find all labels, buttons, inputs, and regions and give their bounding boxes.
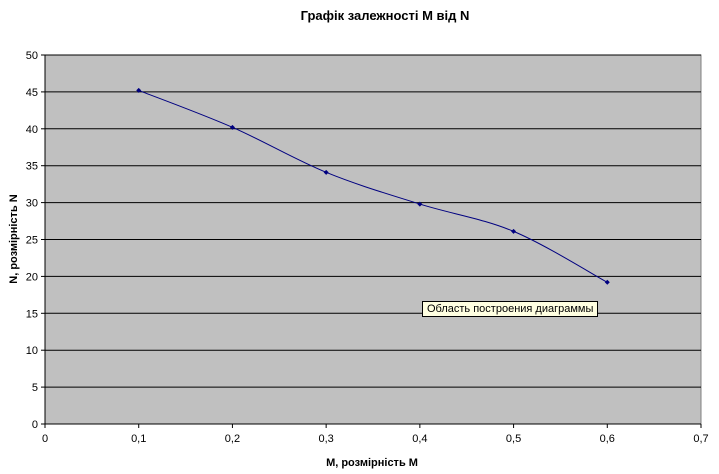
chart-title: Графік залежності М від N bbox=[301, 8, 470, 23]
data-point[interactable] bbox=[323, 169, 329, 175]
data-point[interactable] bbox=[604, 279, 610, 285]
x-axis-label: M, розмірність M bbox=[326, 457, 418, 469]
x-tick-label: 0,5 bbox=[506, 433, 521, 445]
series-line bbox=[138, 89, 608, 283]
data-point[interactable] bbox=[136, 87, 142, 93]
y-tick-label: 50 bbox=[26, 50, 38, 62]
y-tick-label: 30 bbox=[26, 198, 38, 210]
x-tick-label: 0 bbox=[42, 433, 48, 445]
x-tick-label: 0,2 bbox=[225, 433, 240, 445]
y-tick-label: 40 bbox=[26, 124, 38, 136]
y-tick-label: 45 bbox=[26, 87, 38, 99]
x-tick-label: 0,4 bbox=[412, 433, 427, 445]
x-tick-label: 0,7 bbox=[693, 433, 708, 445]
y-tick-label: 10 bbox=[26, 345, 38, 357]
y-tick-label: 5 bbox=[32, 382, 38, 394]
data-point[interactable] bbox=[229, 124, 235, 130]
y-tick-label: 35 bbox=[26, 161, 38, 173]
grid-lines bbox=[45, 54, 701, 388]
data-point[interactable] bbox=[417, 201, 423, 207]
x-axis-ticks: 0 0,1 0,2 0,3 0,4 0,5 0,6 0,7 bbox=[42, 424, 709, 445]
y-tick-label: 20 bbox=[26, 271, 38, 283]
y-tick-label: 25 bbox=[26, 235, 38, 247]
data-point[interactable] bbox=[511, 228, 517, 234]
y-axis-label: N, розмірність N bbox=[8, 194, 20, 283]
x-tick-label: 0,6 bbox=[600, 433, 615, 445]
y-axis-ticks: 0 5 10 15 20 25 30 35 40 45 50 bbox=[26, 50, 45, 431]
x-tick-label: 0,3 bbox=[318, 433, 333, 445]
x-tick-label: 0,1 bbox=[131, 433, 146, 445]
series-group bbox=[136, 87, 610, 285]
chart-tooltip: Область построения диаграммы bbox=[422, 301, 599, 317]
y-tick-label: 0 bbox=[32, 419, 38, 431]
y-tick-label: 15 bbox=[26, 308, 38, 320]
